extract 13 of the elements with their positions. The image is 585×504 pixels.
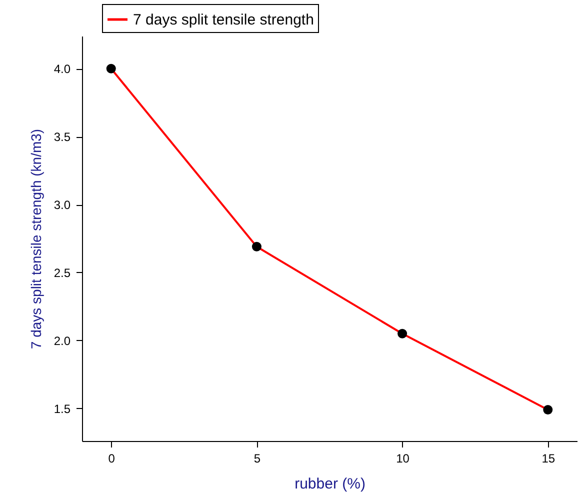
x-tick-label: 10	[396, 452, 410, 466]
x-tick-label: 0	[108, 452, 116, 466]
x-axis-title: rubber (%)	[294, 476, 366, 492]
y-tick-label: 4.0	[54, 62, 71, 76]
y-tick-label: 3.0	[54, 198, 71, 212]
x-tick-label: 5	[254, 452, 261, 466]
y-tick-label: 2.0	[54, 334, 71, 348]
y-tick-label: 1.5	[54, 402, 71, 416]
x-tick-label: 15	[542, 452, 556, 466]
y-axis-title: 7 days split tensile strength (kn/m3)	[28, 128, 44, 350]
y-tick-label: 2.5	[54, 266, 71, 280]
legend-label: 7 days split tensile strength	[133, 12, 314, 28]
y-tick-label: 3.5	[54, 130, 71, 144]
